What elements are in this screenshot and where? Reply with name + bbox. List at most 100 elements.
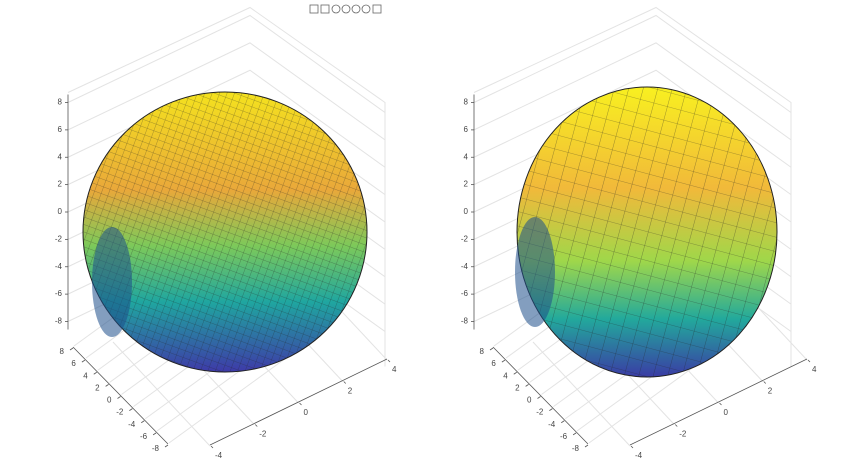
x-tick-label: 0: [304, 408, 309, 417]
y-tick-label: 6: [71, 359, 76, 368]
y-tick: [69, 347, 74, 351]
x-tick-label: 2: [768, 387, 773, 396]
y-tick: [525, 384, 529, 387]
z-tick-label: -8: [55, 317, 63, 326]
z-tick-label: 6: [58, 125, 63, 134]
y-tick: [513, 371, 517, 375]
z-tick-label: 0: [464, 207, 469, 216]
y-tick-label: 2: [515, 383, 520, 392]
y-axis: [492, 346, 589, 445]
back-wall: [67, 6, 386, 367]
y-tick-label: -8: [152, 444, 160, 453]
surface-hole: [515, 217, 555, 327]
x-tick: [254, 424, 258, 427]
z-tick-label: 0: [58, 207, 63, 216]
x-tick-label: -2: [679, 430, 687, 439]
z-grid-line: [67, 42, 386, 141]
x-tick: [299, 402, 302, 406]
y-tick: [164, 444, 169, 448]
y-tick: [561, 420, 565, 424]
surface-mesh: [83, 92, 367, 372]
tool-pan[interactable]: [341, 4, 351, 14]
tool-home[interactable]: [372, 4, 382, 14]
y-tick: [117, 396, 121, 399]
y-tick: [584, 444, 589, 448]
y-tick-label: 0: [107, 396, 112, 405]
z-tick-label: -2: [55, 234, 63, 243]
y-tick-label: 8: [480, 347, 485, 356]
surface-mesh: [517, 87, 777, 377]
x-tick: [674, 424, 678, 427]
toolbar: [309, 4, 382, 14]
back-wall: [473, 6, 792, 367]
z-tick-label: 8: [58, 98, 63, 107]
tool-datatip[interactable]: [320, 4, 330, 14]
x-tick-label: 4: [812, 365, 817, 374]
x-tick: [807, 359, 811, 363]
y-tick: [129, 408, 133, 411]
x-tick-label: 4: [392, 365, 397, 374]
z-tick-label: -4: [55, 262, 63, 271]
y-tick: [141, 420, 145, 424]
x-tick: [630, 445, 634, 449]
x-tick-label: -2: [259, 430, 267, 439]
y-tick-label: 6: [491, 359, 496, 368]
tool-rotate[interactable]: [331, 4, 341, 14]
y-tick-label: 2: [95, 383, 100, 392]
y-tick-label: -6: [560, 432, 568, 441]
y-axis: [72, 346, 169, 445]
tool-zoom-in[interactable]: [351, 4, 361, 14]
z-tick-label: 6: [464, 125, 469, 134]
y-tick: [105, 384, 109, 387]
y-tick-label: 4: [83, 371, 88, 380]
x-tick-label: -4: [215, 451, 223, 460]
z-tick-label: 4: [464, 152, 469, 161]
x-tick: [210, 445, 214, 449]
y-tick: [152, 432, 157, 436]
z-grid-line: [473, 14, 792, 113]
x-grid-line: [532, 341, 631, 447]
x-tick-label: -4: [635, 451, 643, 460]
x-tick: [763, 381, 767, 384]
z-tick-label: -6: [55, 289, 63, 298]
x-axis: [209, 358, 388, 446]
y-tick-label: 0: [527, 396, 532, 405]
z-tick-label: 2: [58, 180, 63, 189]
y-tick-label: 4: [503, 371, 508, 380]
x-tick: [343, 381, 347, 384]
x-tick: [387, 359, 391, 363]
y-tick-label: -6: [140, 432, 148, 441]
y-tick-label: -2: [536, 408, 544, 417]
y-tick: [549, 408, 553, 411]
z-grid-line: [473, 42, 792, 141]
y-tick: [537, 396, 541, 399]
y-tick-label: -4: [128, 420, 136, 429]
z-grid-line: [473, 69, 792, 168]
x-grid-line: [112, 341, 211, 447]
tool-zoom-out[interactable]: [361, 4, 371, 14]
y-tick-label: -8: [572, 444, 580, 453]
y-tick: [93, 371, 97, 375]
z-tick-label: 4: [58, 152, 63, 161]
y-tick: [489, 347, 494, 351]
z-tick-label: 2: [464, 180, 469, 189]
z-tick-label: -2: [461, 234, 469, 243]
x-tick-label: 0: [724, 408, 729, 417]
y-tick: [501, 359, 506, 363]
z-tick-label: -4: [461, 262, 469, 271]
y-tick-label: 8: [60, 347, 65, 356]
x-tick: [719, 402, 722, 406]
x-tick-label: 2: [348, 387, 353, 396]
y-tick: [572, 432, 577, 436]
z-grid-line: [67, 69, 386, 168]
y-tick-label: -2: [116, 408, 124, 417]
tool-brush[interactable]: [309, 4, 319, 14]
z-tick-label: -8: [461, 317, 469, 326]
z-tick-label: 8: [464, 98, 469, 107]
x-axis: [629, 358, 808, 446]
surface-hole: [92, 227, 132, 337]
y-tick: [81, 359, 86, 363]
y-tick-label: -4: [548, 420, 556, 429]
z-tick-label: -6: [461, 289, 469, 298]
